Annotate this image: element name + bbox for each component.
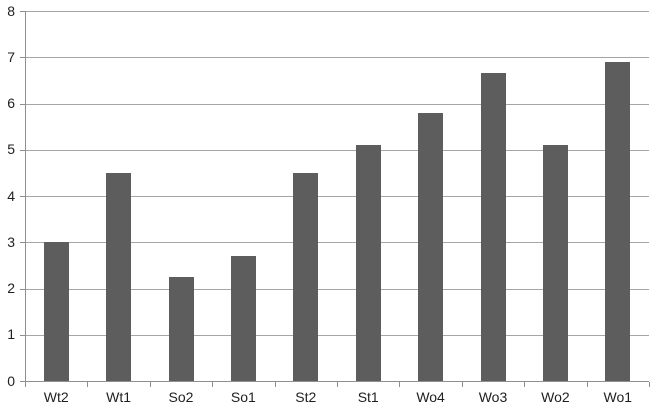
y-tick-3 (20, 242, 25, 244)
x-label-St1: St1 (357, 389, 379, 405)
y-tick-4 (20, 196, 25, 197)
bar-Wo2 (542, 145, 568, 381)
y-tick-2 (20, 288, 25, 290)
y-tick-label-5: 5 (7, 141, 15, 158)
y-tick-1 (20, 334, 25, 336)
y-tick-6 (20, 103, 25, 105)
bar-St2 (293, 172, 319, 381)
y-tick-8 (20, 11, 25, 12)
x-label-Wo3: Wo3 (478, 389, 508, 405)
x-tick-7 (461, 382, 463, 387)
gridline-2 (26, 288, 649, 290)
x-label-Wo2: Wo2 (541, 389, 570, 405)
y-tick-0 (20, 381, 25, 382)
bar-Wo1 (605, 61, 631, 381)
y-tick-label-4: 4 (7, 187, 15, 204)
x-label-Wt2: Wt2 (43, 389, 69, 405)
bar-St1 (355, 145, 381, 381)
x-tick-8 (524, 382, 526, 387)
y-axis-line (25, 11, 26, 382)
bar-Wo4 (418, 112, 444, 381)
x-tick-0 (25, 382, 26, 387)
x-tick-2 (149, 382, 151, 387)
x-label-So1: So1 (230, 389, 256, 405)
x-tick-4 (274, 382, 276, 387)
y-tick-5 (20, 149, 25, 151)
x-tick-9 (586, 382, 588, 387)
y-tick-label-2: 2 (7, 280, 15, 296)
x-tick-1 (87, 382, 89, 387)
x-label-Wt1: Wt1 (106, 389, 132, 405)
y-tick-label-6: 6 (7, 95, 15, 111)
x-tick-3 (212, 382, 214, 387)
x-label-St2: St2 (295, 389, 317, 405)
bar-So1 (230, 256, 256, 381)
y-tick-label-3: 3 (7, 233, 15, 250)
y-tick-label-8: 8 (7, 2, 15, 19)
bar-So2 (168, 276, 194, 381)
x-label-Wo4: Wo4 (416, 389, 445, 405)
bar-Wt1 (106, 172, 132, 381)
gridline-5 (26, 149, 649, 151)
x-label-Wo1: Wo1 (603, 389, 633, 405)
x-tick-10 (649, 382, 650, 387)
x-tick-5 (337, 382, 338, 387)
x-label-So2: So2 (168, 389, 194, 405)
y-tick-7 (20, 57, 25, 59)
x-tick-6 (399, 382, 401, 387)
gridline-3 (26, 242, 649, 244)
gridline-1 (26, 334, 649, 336)
gridline-7 (26, 57, 649, 59)
bar-Wo3 (480, 73, 506, 381)
y-tick-label-0: 0 (7, 372, 15, 389)
gridline-8 (26, 11, 649, 12)
x-axis-line (25, 381, 649, 382)
gridline-6 (26, 103, 649, 105)
y-tick-label-1: 1 (7, 326, 15, 343)
bar-Wt2 (43, 242, 69, 381)
y-tick-label-7: 7 (7, 48, 15, 65)
gridline-4 (26, 196, 649, 197)
